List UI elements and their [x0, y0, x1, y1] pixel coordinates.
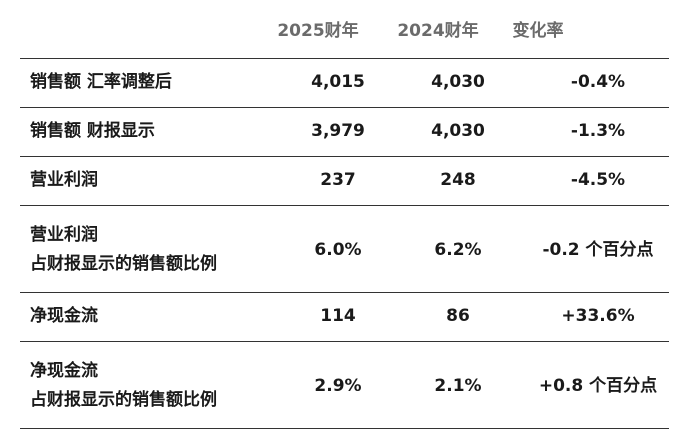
divider: [20, 156, 669, 157]
value-fy2024: 2.1%: [434, 376, 482, 396]
table-row: 净现金流 占财报显示的销售额比例 2.9% 2.1% +0.8 个百分点: [20, 341, 669, 428]
row-label-line2: 占财报显示的销售额比例: [30, 254, 217, 274]
value-fy2024: 4,030: [431, 72, 485, 92]
value-fy2024: 86: [446, 306, 470, 326]
value-change: -0.2 个百分点: [542, 240, 654, 260]
value-change: -4.5%: [570, 170, 626, 190]
value-fy2024: 248: [440, 170, 476, 190]
value-change: -1.3%: [570, 121, 626, 141]
value-change: +0.8 个百分点: [538, 376, 658, 396]
table-row: 净现金流 114 86 +33.6%: [20, 292, 669, 341]
divider: [20, 428, 669, 429]
table-row: 营业利润 占财报显示的销售额比例 6.0% 6.2% -0.2 个百分点: [20, 205, 669, 292]
row-label: 销售额 财报显示: [30, 121, 155, 141]
header-fy2024: 2024财年: [397, 21, 479, 41]
row-label: 营业利润: [30, 170, 98, 190]
divider: [20, 107, 669, 108]
table-row: 销售额 财报显示 3,979 4,030 -1.3%: [20, 107, 669, 156]
table-row: 销售额 汇率调整后 4,015 4,030 -0.4%: [20, 58, 669, 107]
value-fy2025: 2.9%: [314, 376, 362, 396]
row-label: 净现金流: [30, 306, 98, 326]
row-label: 销售额 汇率调整后: [30, 72, 172, 92]
header-fy2025: 2025财年: [277, 21, 359, 41]
value-fy2025: 3,979: [311, 121, 365, 141]
divider: [20, 292, 669, 293]
value-fy2024: 6.2%: [434, 240, 482, 260]
table-header: 2025财年 2024财年 变化率: [0, 0, 679, 58]
value-fy2025: 237: [320, 170, 356, 190]
row-label-line1: 营业利润: [30, 225, 98, 245]
value-fy2025: 4,015: [311, 72, 365, 92]
divider: [20, 341, 669, 342]
divider: [20, 58, 669, 59]
value-fy2025: 6.0%: [314, 240, 362, 260]
value-fy2025: 114: [320, 306, 356, 326]
row-label-line2: 占财报显示的销售额比例: [30, 390, 217, 410]
value-fy2024: 4,030: [431, 121, 485, 141]
value-change: -0.4%: [570, 72, 626, 92]
row-label-line1: 净现金流: [30, 361, 98, 381]
header-change-rate: 变化率: [512, 21, 564, 41]
table-row: 营业利润 237 248 -4.5%: [20, 156, 669, 205]
value-change: +33.6%: [561, 306, 635, 326]
divider: [20, 205, 669, 206]
